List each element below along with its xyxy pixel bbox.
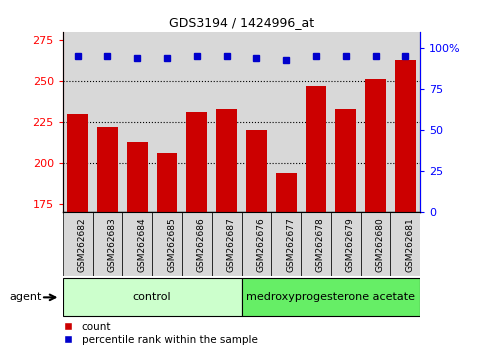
- FancyBboxPatch shape: [212, 212, 242, 276]
- Bar: [156, 153, 177, 212]
- Text: GSM262682: GSM262682: [78, 217, 86, 272]
- Bar: [152, 32, 182, 212]
- Bar: [156, 153, 177, 354]
- Bar: [276, 173, 297, 354]
- Bar: [63, 32, 93, 212]
- Text: GSM262678: GSM262678: [316, 217, 325, 272]
- FancyBboxPatch shape: [63, 278, 242, 316]
- Bar: [276, 173, 297, 212]
- Text: agent: agent: [10, 292, 42, 302]
- Bar: [395, 60, 416, 354]
- FancyBboxPatch shape: [122, 212, 152, 276]
- Bar: [186, 112, 207, 212]
- FancyBboxPatch shape: [271, 212, 301, 276]
- Bar: [216, 109, 237, 212]
- FancyBboxPatch shape: [182, 212, 212, 276]
- FancyBboxPatch shape: [390, 212, 420, 276]
- Bar: [216, 109, 237, 354]
- Bar: [365, 79, 386, 212]
- FancyBboxPatch shape: [361, 212, 390, 276]
- Bar: [271, 32, 301, 212]
- Bar: [242, 32, 271, 212]
- FancyBboxPatch shape: [301, 212, 331, 276]
- Text: GSM262685: GSM262685: [167, 217, 176, 272]
- Text: GSM262687: GSM262687: [227, 217, 236, 272]
- Text: GSM262680: GSM262680: [376, 217, 384, 272]
- FancyBboxPatch shape: [152, 212, 182, 276]
- Bar: [122, 32, 152, 212]
- Bar: [67, 114, 88, 354]
- Bar: [127, 142, 148, 212]
- FancyBboxPatch shape: [331, 212, 361, 276]
- Bar: [335, 109, 356, 354]
- FancyBboxPatch shape: [242, 212, 271, 276]
- Bar: [127, 142, 148, 354]
- Text: GSM262676: GSM262676: [256, 217, 265, 272]
- Text: GSM262677: GSM262677: [286, 217, 295, 272]
- Text: GSM262679: GSM262679: [346, 217, 355, 272]
- Bar: [93, 32, 122, 212]
- Text: GSM262684: GSM262684: [137, 217, 146, 272]
- Text: medroxyprogesterone acetate: medroxyprogesterone acetate: [246, 292, 415, 302]
- Bar: [212, 32, 242, 212]
- Bar: [186, 112, 207, 354]
- Bar: [331, 32, 361, 212]
- Bar: [365, 79, 386, 354]
- Bar: [246, 130, 267, 354]
- Bar: [182, 32, 212, 212]
- Bar: [335, 109, 356, 212]
- FancyBboxPatch shape: [242, 278, 420, 316]
- Bar: [97, 127, 118, 212]
- Text: GSM262681: GSM262681: [405, 217, 414, 272]
- Bar: [97, 127, 118, 354]
- Bar: [306, 86, 327, 354]
- Bar: [390, 32, 420, 212]
- Legend: count, percentile rank within the sample: count, percentile rank within the sample: [54, 317, 262, 349]
- Bar: [301, 32, 331, 212]
- Bar: [361, 32, 390, 212]
- Text: GSM262683: GSM262683: [108, 217, 116, 272]
- Bar: [306, 86, 327, 212]
- Text: GSM262686: GSM262686: [197, 217, 206, 272]
- Title: GDS3194 / 1424996_at: GDS3194 / 1424996_at: [169, 16, 314, 29]
- Bar: [246, 130, 267, 212]
- FancyBboxPatch shape: [93, 212, 122, 276]
- FancyBboxPatch shape: [63, 212, 93, 276]
- Bar: [67, 114, 88, 212]
- Bar: [395, 60, 416, 212]
- Text: control: control: [133, 292, 171, 302]
